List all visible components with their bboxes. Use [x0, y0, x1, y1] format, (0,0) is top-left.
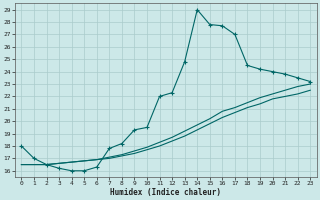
X-axis label: Humidex (Indice chaleur): Humidex (Indice chaleur): [110, 188, 221, 197]
